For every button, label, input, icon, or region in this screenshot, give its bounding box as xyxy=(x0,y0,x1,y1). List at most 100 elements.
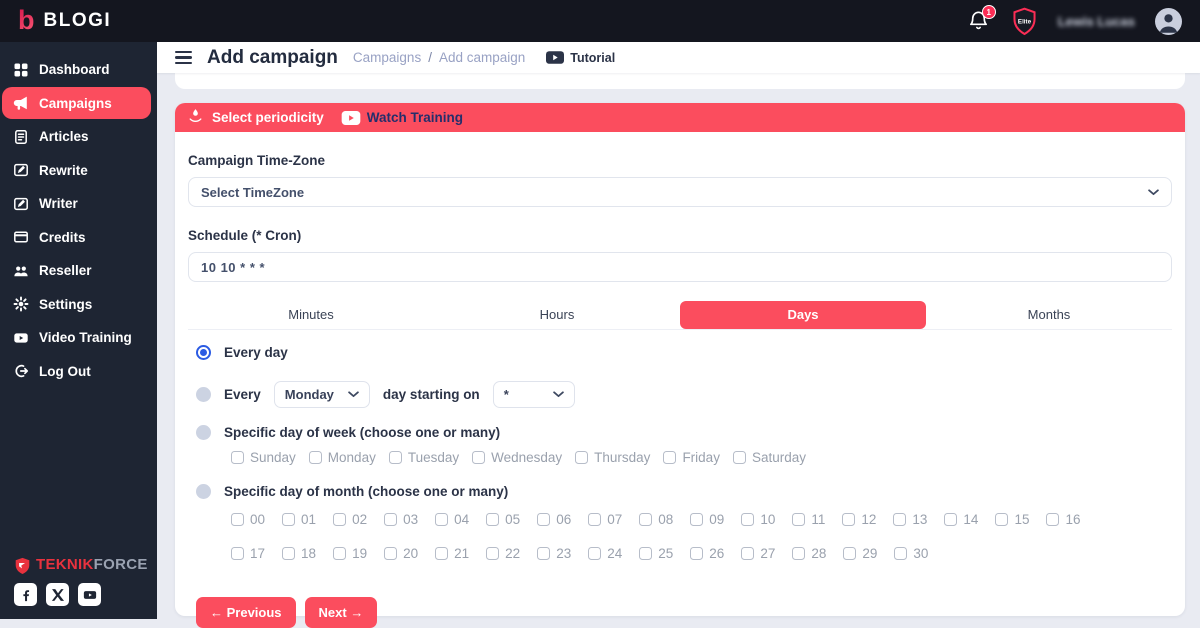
watch-training-link[interactable]: Watch Training xyxy=(341,110,463,125)
sidebar-item[interactable]: Rewrite xyxy=(0,154,157,186)
weekday-select[interactable]: Monday xyxy=(273,381,370,408)
monthday-checkbox-item[interactable]: 22 xyxy=(486,546,520,561)
specific-weekday-radio[interactable] xyxy=(196,425,211,440)
avatar[interactable] xyxy=(1155,7,1182,35)
monthday-checkbox-item[interactable]: 00 xyxy=(231,512,265,527)
monthday-checkbox-item[interactable]: 28 xyxy=(792,546,826,561)
sidebar-item[interactable]: Settings xyxy=(0,288,157,320)
period-tab[interactable]: Minutes xyxy=(288,307,334,322)
checkbox[interactable] xyxy=(792,513,806,526)
checkbox[interactable] xyxy=(282,547,296,560)
checkbox[interactable] xyxy=(690,513,704,526)
checkbox[interactable] xyxy=(995,513,1009,526)
checkbox[interactable] xyxy=(732,451,746,464)
weekday-checkbox-item[interactable]: Tuesday xyxy=(388,450,459,465)
monthday-checkbox-item[interactable]: 30 xyxy=(894,546,928,561)
sidebar-item[interactable]: Log Out xyxy=(0,355,157,387)
previous-button[interactable]: ← Previous xyxy=(196,597,296,628)
monthday-checkbox-item[interactable]: 01 xyxy=(282,512,316,527)
monthday-checkbox-item[interactable]: 03 xyxy=(384,512,418,527)
checkbox[interactable] xyxy=(435,547,449,560)
checkbox[interactable] xyxy=(639,547,653,560)
checkbox[interactable] xyxy=(842,513,856,526)
checkbox[interactable] xyxy=(894,547,908,560)
checkbox[interactable] xyxy=(575,451,589,464)
monthday-checkbox-item[interactable]: 06 xyxy=(537,512,571,527)
sidebar-item[interactable]: Writer xyxy=(0,188,157,220)
checkbox[interactable] xyxy=(741,513,755,526)
checkbox[interactable] xyxy=(308,451,322,464)
checkbox[interactable] xyxy=(333,547,347,560)
timezone-select[interactable]: Select TimeZone xyxy=(188,177,1172,207)
youtube-icon[interactable] xyxy=(78,583,101,606)
monthday-checkbox-item[interactable]: 10 xyxy=(741,512,775,527)
checkbox[interactable] xyxy=(384,513,398,526)
checkbox[interactable] xyxy=(333,513,347,526)
monthday-checkbox-item[interactable]: 05 xyxy=(486,512,520,527)
monthday-checkbox-item[interactable]: 29 xyxy=(843,546,877,561)
checkbox[interactable] xyxy=(231,547,244,560)
plan-badge[interactable]: Elite xyxy=(1011,7,1038,36)
monthday-checkbox-item[interactable]: 02 xyxy=(333,512,367,527)
checkbox[interactable] xyxy=(486,513,500,526)
checkbox[interactable] xyxy=(944,513,958,526)
checkbox[interactable] xyxy=(384,547,398,560)
hamburger-menu-icon[interactable] xyxy=(175,50,192,65)
checkbox[interactable] xyxy=(1046,513,1060,526)
weekday-checkbox-item[interactable]: Saturday xyxy=(732,450,806,465)
monthday-checkbox-item[interactable]: 16 xyxy=(1046,512,1081,527)
monthday-checkbox-item[interactable]: 08 xyxy=(639,512,673,527)
sidebar-item[interactable]: Campaigns xyxy=(2,87,151,119)
checkbox[interactable] xyxy=(893,513,907,526)
checkbox[interactable] xyxy=(537,513,551,526)
checkbox[interactable] xyxy=(388,451,402,464)
brand-logo[interactable]: b BLOGI xyxy=(18,6,111,35)
starting-day-select[interactable]: * xyxy=(492,381,575,408)
every-day-radio[interactable] xyxy=(196,345,211,360)
schedule-cron-input[interactable] xyxy=(188,252,1172,282)
monthday-checkbox-item[interactable]: 09 xyxy=(690,512,724,527)
tutorial-link[interactable]: Tutorial xyxy=(546,51,615,65)
monthday-checkbox-item[interactable]: 20 xyxy=(384,546,418,561)
checkbox[interactable] xyxy=(690,547,704,560)
x-icon[interactable] xyxy=(46,583,69,606)
monthday-checkbox-item[interactable]: 15 xyxy=(995,512,1029,527)
weekday-checkbox-item[interactable]: Thursday xyxy=(575,450,650,465)
monthday-checkbox-item[interactable]: 14 xyxy=(944,512,978,527)
monthday-checkbox-item[interactable]: 27 xyxy=(741,546,775,561)
checkbox[interactable] xyxy=(472,451,486,464)
checkbox[interactable] xyxy=(231,513,244,526)
checkbox[interactable] xyxy=(588,513,602,526)
checkbox[interactable] xyxy=(663,451,677,464)
weekday-checkbox-item[interactable]: Sunday xyxy=(231,450,296,465)
monthday-checkbox-item[interactable]: 13 xyxy=(893,512,927,527)
monthday-checkbox-item[interactable]: 21 xyxy=(435,546,469,561)
facebook-icon[interactable] xyxy=(14,583,37,606)
next-button[interactable]: Next → xyxy=(304,597,378,628)
checkbox[interactable] xyxy=(435,513,449,526)
breadcrumb-parent[interactable]: Campaigns xyxy=(352,50,422,65)
monthday-checkbox-item[interactable]: 24 xyxy=(588,546,622,561)
weekday-checkbox-item[interactable]: Friday xyxy=(663,450,720,465)
checkbox[interactable] xyxy=(537,547,551,560)
monthday-checkbox-item[interactable]: 07 xyxy=(588,512,622,527)
monthday-checkbox-item[interactable]: 19 xyxy=(333,546,367,561)
checkbox[interactable] xyxy=(486,547,500,560)
monthday-checkbox-item[interactable]: 12 xyxy=(842,512,876,527)
period-tab[interactable]: Months xyxy=(1027,307,1071,322)
checkbox[interactable] xyxy=(843,547,857,560)
checkbox[interactable] xyxy=(588,547,602,560)
sidebar-item[interactable]: Video Training xyxy=(0,322,157,354)
checkbox[interactable] xyxy=(741,547,755,560)
weekday-checkbox-item[interactable]: Wednesday xyxy=(472,450,562,465)
specific-monthday-radio[interactable] xyxy=(196,484,211,499)
notifications-button[interactable]: 1 xyxy=(967,5,996,33)
monthday-checkbox-item[interactable]: 18 xyxy=(282,546,316,561)
sidebar-item[interactable]: Articles xyxy=(0,121,157,153)
checkbox[interactable] xyxy=(792,547,806,560)
monthday-checkbox-item[interactable]: 26 xyxy=(690,546,724,561)
sidebar-item[interactable]: Dashboard xyxy=(0,54,157,86)
monthday-checkbox-item[interactable]: 25 xyxy=(639,546,673,561)
monthday-checkbox-item[interactable]: 17 xyxy=(231,546,265,561)
monthday-checkbox-item[interactable]: 11 xyxy=(792,512,825,527)
